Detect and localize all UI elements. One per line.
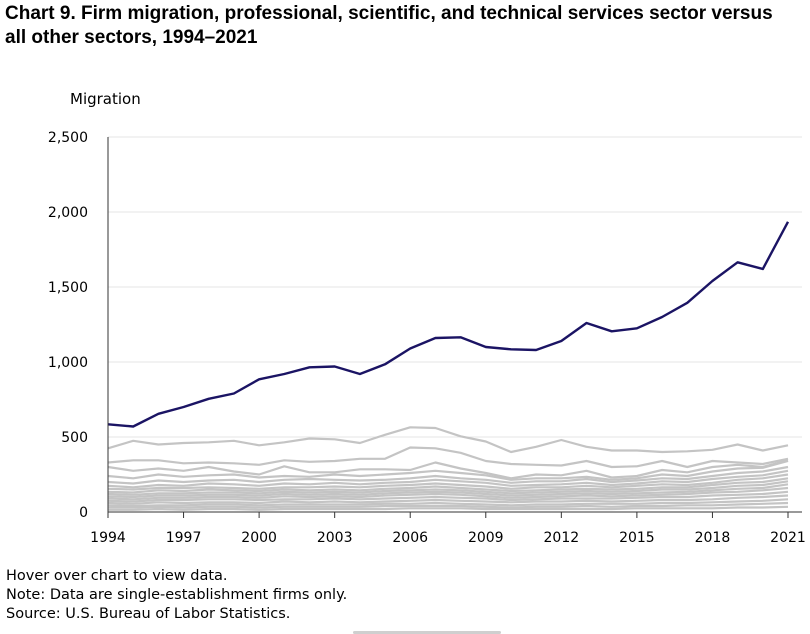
series-line[interactable] [107,490,789,503]
x-tick-label: 2018 [695,530,731,546]
y-tick-label: 2,500 [48,130,88,146]
x-tick-label: 2003 [317,530,353,546]
line-chart[interactable]: 0 500 1,000 1,500 2,000 2,500 1994 1997 2000 200… [0,0,810,560]
series-line[interactable] [107,486,789,501]
x-tick-label: 2021 [770,530,806,546]
series-line[interactable] [107,426,789,454]
x-tick-label: 2000 [241,530,277,546]
highlight-sector-line[interactable] [107,221,790,428]
y-tick-label: 1,000 [48,355,88,371]
series-line[interactable] [107,483,789,499]
series-line[interactable] [108,501,789,509]
chart-source: Source: U.S. Bureau of Labor Statistics. [6,606,291,622]
x-tick-label: 2006 [392,530,428,546]
y-tick-label: 2,000 [48,205,88,221]
series-line[interactable] [107,465,789,485]
series-line[interactable] [107,494,789,505]
series-line[interactable] [108,505,789,511]
x-tick-label: 1994 [90,530,126,546]
chart-title: Chart 9. Firm migration, professional, s… [5,3,773,48]
y-axis-ticks: 0 500 1,000 1,500 2,000 2,500 [48,130,88,521]
x-tick-label: 2012 [544,530,580,546]
other-sectors-lines[interactable] [107,426,789,511]
axes [107,137,802,513]
y-tick-label: 0 [79,505,88,521]
x-tick-label: 2009 [468,530,504,546]
series-line[interactable] [107,498,789,508]
hover-hint: Hover over chart to view data. [6,568,228,584]
grid-lines [108,136,802,438]
series-line[interactable] [107,459,789,480]
x-tick-label: 1997 [166,530,202,546]
series-line[interactable] [107,459,789,481]
x-axis-ticks: 1994 1997 2000 2003 2006 2009 2012 2015 2018 2021 [90,512,806,546]
series-line[interactable] [107,469,789,489]
y-tick-label: 1,500 [48,280,88,296]
series-line[interactable] [107,480,789,496]
x-tick-label: 2015 [619,530,655,546]
series-line[interactable] [107,477,789,494]
highlight-series-line[interactable] [107,221,790,428]
chart-note: Note: Data are single-establishment firm… [6,587,348,603]
chart-footer: Hover over chart to view data. Note: Dat… [6,567,347,624]
horizontal-scrollbar[interactable] [353,631,501,634]
y-axis-label: Migration [70,90,141,108]
series-line[interactable] [107,473,789,491]
series-line[interactable] [107,446,789,469]
y-tick-label: 500 [61,430,88,446]
